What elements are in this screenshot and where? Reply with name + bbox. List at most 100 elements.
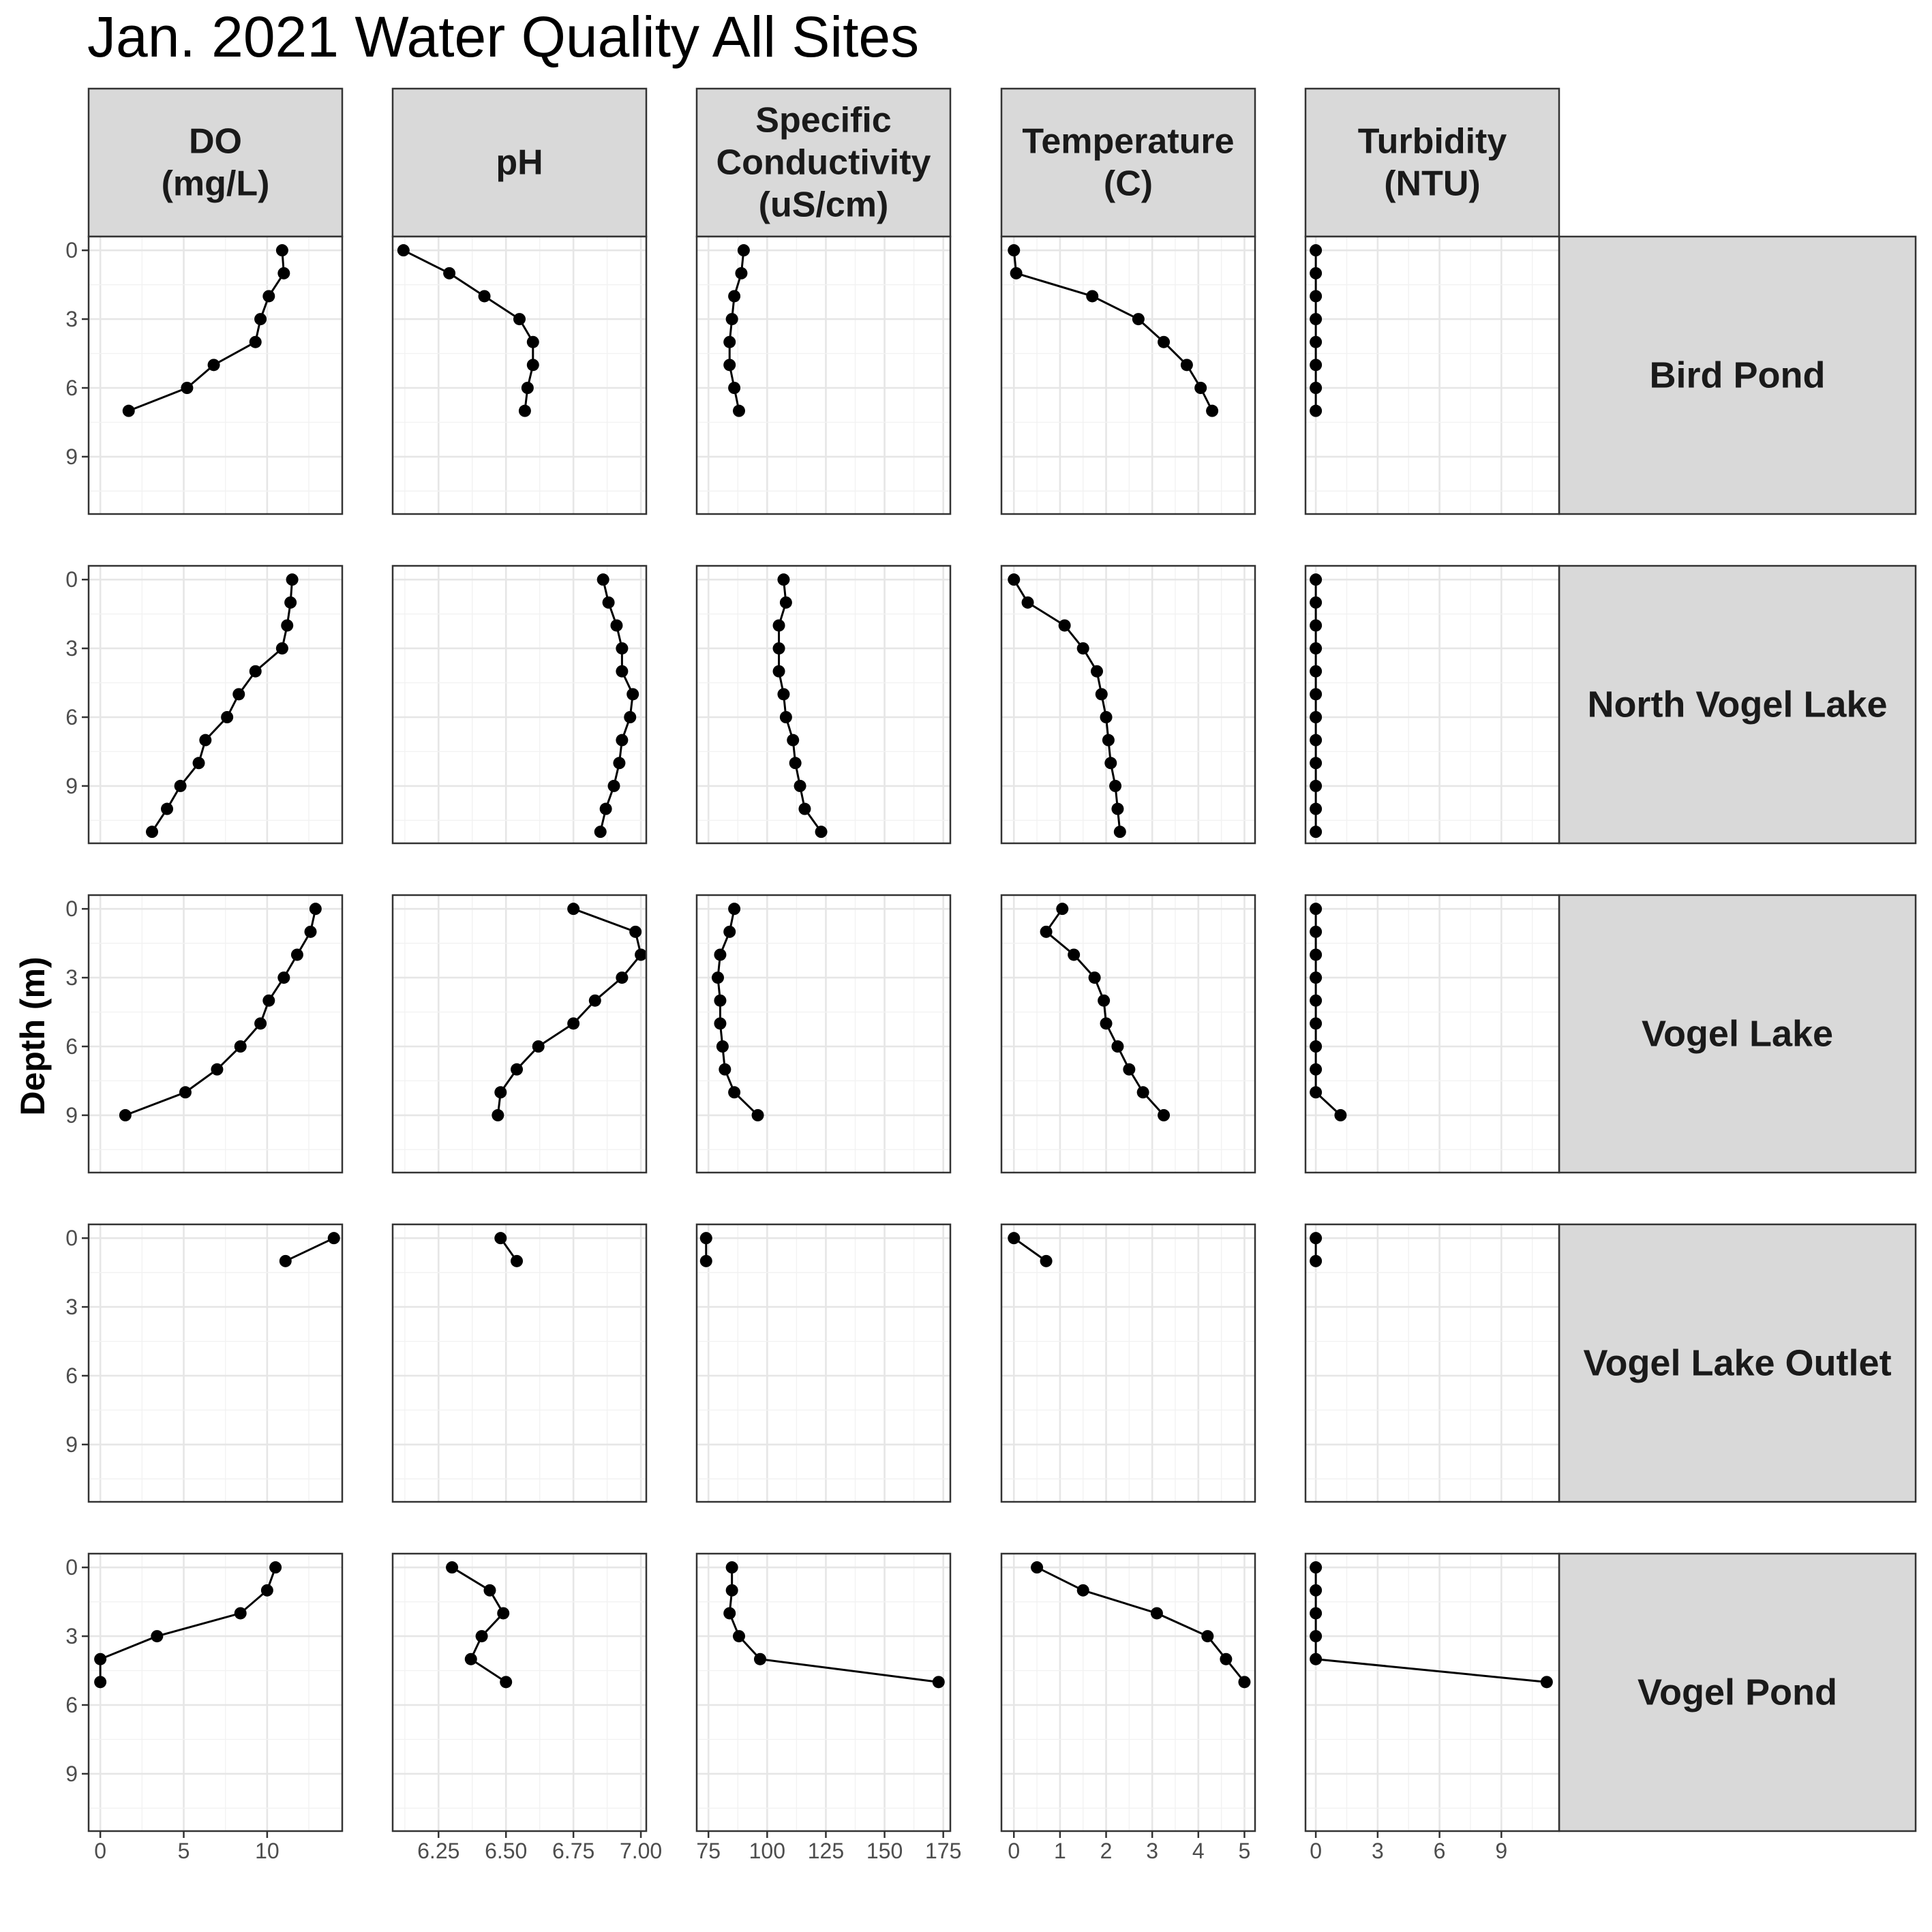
data-point-sc — [789, 757, 802, 770]
data-point-turb — [1310, 335, 1323, 348]
data-point-ph — [446, 1561, 459, 1574]
x-tick-label-temp: 0 — [1008, 1839, 1020, 1863]
data-point-ph — [492, 1108, 504, 1121]
data-point-sc — [772, 619, 785, 632]
x-tick-label-do: 0 — [94, 1839, 106, 1863]
data-point-turb — [1310, 1017, 1323, 1030]
data-point-sc — [772, 642, 785, 655]
row-strip-label: Bird Pond — [1650, 355, 1826, 396]
panel-border — [87, 1223, 344, 1503]
y-tick-label: 9 — [65, 444, 78, 469]
data-point-do — [281, 619, 294, 632]
data-point-turb — [1310, 1086, 1323, 1099]
panel-border — [391, 1552, 648, 1832]
data-point-temp — [1158, 335, 1171, 348]
data-point-temp — [1150, 1607, 1163, 1620]
data-point-ph — [588, 994, 601, 1007]
data-point-turb — [1310, 802, 1323, 815]
y-tick-label: 3 — [65, 636, 78, 661]
x-tick-label-do: 5 — [178, 1839, 190, 1863]
series-line-temp — [1013, 1237, 1047, 1263]
data-point-do — [249, 665, 262, 678]
row-strip-2 — [1558, 894, 1917, 1174]
data-point-do — [275, 642, 288, 655]
x-tick-label-turb: 9 — [1495, 1839, 1507, 1863]
data-point-ph — [567, 1017, 580, 1030]
data-point-temp — [1056, 903, 1069, 916]
row-strip-label: Vogel Lake Outlet — [1583, 1343, 1891, 1384]
data-point-sc — [714, 948, 727, 961]
data-point-turb — [1310, 596, 1323, 609]
panel-background — [697, 1224, 950, 1502]
panel-border — [87, 894, 344, 1174]
data-point-temp — [1086, 290, 1099, 303]
panel-background — [393, 1224, 646, 1502]
data-point-ph — [607, 779, 620, 792]
data-point-sc — [932, 1676, 945, 1689]
panel-border — [1000, 564, 1256, 845]
data-point-sc — [712, 971, 724, 984]
data-point-temp — [1010, 267, 1023, 280]
y-tick-label: 9 — [65, 774, 78, 798]
data-point-temp — [1220, 1652, 1233, 1665]
data-point-temp — [1123, 1063, 1136, 1076]
data-point-ph — [526, 359, 539, 372]
data-point-sc — [779, 711, 792, 723]
panel-border — [1000, 235, 1256, 515]
data-point-turb — [1310, 1232, 1323, 1245]
data-point-turb — [1310, 267, 1323, 280]
x-tick-label-sc: 100 — [749, 1839, 785, 1863]
data-point-turb — [1310, 1652, 1323, 1665]
y-tick-label: 9 — [65, 1103, 78, 1128]
data-point-turb — [1310, 971, 1323, 984]
data-point-sc — [728, 1086, 741, 1099]
panel-background — [1305, 1554, 1559, 1831]
data-point-sc — [728, 382, 741, 394]
y-tick-label: 0 — [65, 1555, 78, 1580]
panel-background — [89, 566, 342, 843]
data-point-sc — [699, 1254, 712, 1267]
column-strip-ph — [391, 87, 648, 238]
panel-border — [1304, 1223, 1560, 1503]
data-point-turb — [1310, 404, 1323, 417]
data-point-sc — [723, 335, 736, 348]
data-point-temp — [1040, 1254, 1053, 1267]
data-point-ph — [500, 1676, 513, 1689]
panel-background — [1305, 566, 1559, 843]
column-strip-label-ph: pH — [496, 143, 543, 183]
data-point-do — [221, 711, 234, 723]
series-line-temp — [1044, 908, 1165, 1116]
data-point-ph — [635, 948, 648, 961]
data-point-ph — [602, 596, 615, 609]
data-point-sc — [725, 313, 738, 326]
data-point-ph — [616, 665, 629, 678]
data-point-turb — [1310, 948, 1323, 961]
panel-background — [697, 566, 950, 843]
data-point-do — [284, 596, 297, 609]
data-point-ph — [483, 1584, 496, 1597]
data-point-do — [199, 734, 212, 746]
data-point-sc — [772, 665, 785, 678]
row-strip-label: North Vogel Lake — [1587, 684, 1887, 725]
column-strip-label-turb: Turbidity — [1358, 122, 1507, 162]
data-point-ph — [594, 826, 607, 839]
data-point-ph — [610, 619, 623, 632]
panel-border — [1304, 1552, 1560, 1832]
chart-title: Jan. 2021 Water Quality All Sites — [87, 5, 920, 69]
data-point-ph — [613, 757, 626, 770]
data-point-ph — [513, 313, 526, 326]
data-point-do — [94, 1652, 107, 1665]
x-tick-label-ph: 6.25 — [417, 1839, 459, 1863]
data-point-turb — [1310, 994, 1323, 1007]
series-line-sc — [716, 908, 759, 1116]
data-point-sc — [754, 1652, 766, 1665]
data-point-temp — [1206, 404, 1219, 417]
data-point-turb — [1310, 688, 1323, 701]
y-tick-label: 6 — [65, 1363, 78, 1388]
data-point-do — [327, 1232, 340, 1245]
panel-border — [695, 1552, 952, 1832]
y-tick-label: 3 — [65, 1295, 78, 1319]
data-point-ph — [497, 1607, 510, 1620]
column-strip-sc — [695, 87, 952, 238]
